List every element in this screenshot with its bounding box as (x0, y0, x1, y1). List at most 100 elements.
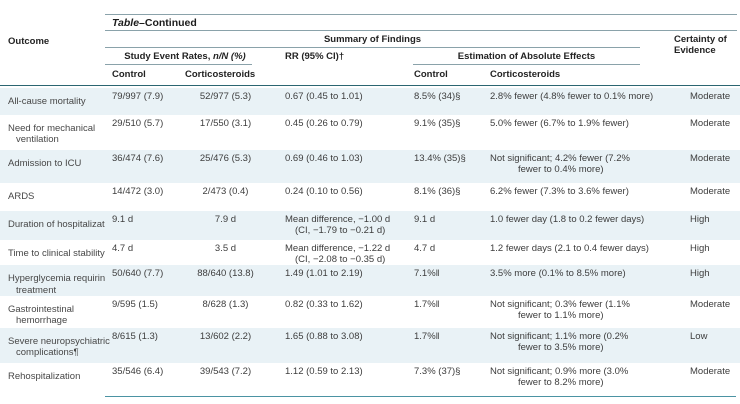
control-rate-cell: 79/997 (7.9) (112, 91, 164, 102)
cortico-rate-cell: 39/543 (7.2) (199, 365, 252, 377)
column-header-outcome: Outcome (8, 36, 50, 47)
column-header-rr: RR (95% CI)† (285, 51, 345, 62)
rr-cell: 0.82 (0.33 to 1.62) (285, 298, 363, 310)
outcome-cell: Need for mechanical ventilation (8, 123, 96, 146)
rr-cell: 0.24 (0.10 to 0.56) (285, 186, 363, 197)
control-rate-cell: 14/472 (3.0) (112, 186, 164, 197)
rr-cell: 1.49 (1.01 to 2.19) (285, 268, 363, 280)
certainty-cell: High (690, 243, 710, 254)
table-row: Need for mechanical ventilation 29/510 (… (0, 115, 740, 150)
subheader-event-corticosteroids: Corticosteroids (185, 69, 256, 80)
table-row: Time to clinical stability 4.7 d 3.5 d M… (0, 240, 740, 265)
table-bottom-rule (105, 395, 736, 397)
outcome-cell: Rehospitalization (8, 370, 81, 382)
column-group-summary-of-findings: Summary of Findings (323, 34, 422, 45)
cortico-absolute-cell: Not significant; 0.3% fewer (1.1% fewer … (490, 298, 630, 322)
control-absolute-cell: 7.3% (37)§ (414, 365, 461, 377)
subheader-event-control: Control (112, 69, 146, 80)
cortico-rate-cell: 2/473 (0.4) (202, 186, 249, 197)
column-group-event-rates: Study Event Rates, n/N (%) (105, 51, 265, 62)
column-header-certainty: Certainty of Evidence (674, 34, 727, 57)
certainty-cell: High (690, 214, 710, 225)
rr-cell: 0.67 (0.45 to 1.01) (285, 91, 363, 102)
cortico-rate-cell: 25/476 (5.3) (199, 153, 252, 164)
table-body: All-cause mortality 79/997 (7.9) 52/977 … (0, 88, 740, 397)
table-title-rest: –Continued (139, 17, 197, 29)
cortico-absolute-cell: Not significant; 4.2% fewer (7.2% fewer … (490, 153, 630, 176)
control-absolute-cell: 1.7%‖ (414, 298, 440, 310)
control-absolute-cell: 8.5% (34)§ (414, 91, 461, 102)
outcome-cell: Duration of hospitalizat (8, 219, 105, 230)
rr-cell: 1.12 (0.59 to 2.13) (285, 365, 363, 377)
table-row: ARDS 14/472 (3.0) 2/473 (0.4) 0.24 (0.10… (0, 183, 740, 211)
control-rate-cell: 9.1 d (112, 214, 134, 225)
outcome-cell: Severe neuropsychiatric complications¶ (8, 335, 110, 359)
table-row: Admission to ICU 36/474 (7.6) 25/476 (5.… (0, 150, 740, 183)
table-row: All-cause mortality 79/997 (7.9) 52/977 … (0, 88, 740, 115)
cortico-absolute-cell: 2.8% fewer (4.8% fewer to 0.1% more) (490, 91, 654, 102)
cortico-rate-cell: 8/628 (1.3) (202, 298, 249, 310)
control-absolute-cell: 8.1% (36)§ (414, 186, 461, 197)
outcome-cell: Gastrointestinal hemorrhage (8, 303, 75, 327)
rr-cell: Mean difference, −1.22 d (CI, −2.08 to −… (285, 243, 391, 266)
rr-cell: 0.45 (0.26 to 0.79) (285, 118, 363, 129)
cortico-rate-cell: 52/977 (5.3) (199, 91, 252, 102)
event-rates-rule (105, 64, 252, 65)
outcome-cell: Admission to ICU (8, 158, 82, 169)
certainty-cell: High (690, 268, 710, 280)
cortico-absolute-cell: 1.2 fewer days (2.1 to 0.4 fewer days) (490, 243, 649, 254)
outcome-cell: Time to clinical stability (8, 248, 105, 259)
table-row: Severe neuropsychiatric complications¶ 8… (0, 327, 740, 363)
control-absolute-cell: 9.1 d (414, 214, 436, 225)
cortico-rate-cell: 88/640 (13.8) (197, 268, 254, 280)
event-rates-label-italic: n/N (%) (212, 51, 246, 62)
cortico-absolute-cell: 3.5% more (0.1% to 8.5% more) (490, 268, 626, 280)
control-rate-cell: 29/510 (5.7) (112, 118, 164, 129)
table-row: Hyperglycemia requirin treatment 50/640 … (0, 265, 740, 296)
control-rate-cell: 9/595 (1.5) (112, 298, 158, 310)
certainty-cell: Moderate (690, 298, 731, 310)
certainty-cell: Moderate (690, 153, 731, 164)
cortico-rate-cell: 3.5 d (214, 243, 237, 254)
cortico-absolute-cell: 6.2% fewer (7.3% to 3.6% fewer) (490, 186, 629, 197)
certainty-cell: Moderate (690, 91, 731, 102)
outcome-cell: ARDS (8, 191, 35, 202)
title-rule (105, 30, 737, 31)
control-absolute-cell: 1.7%‖ (414, 330, 440, 342)
cortico-absolute-cell: Not significant; 0.9% more (3.0% fewer t… (490, 365, 629, 389)
control-absolute-cell: 4.7 d (414, 243, 436, 254)
top-rule (105, 14, 737, 15)
control-rate-cell: 36/474 (7.6) (112, 153, 164, 164)
rr-cell: 0.69 (0.46 to 1.03) (285, 153, 363, 164)
control-absolute-cell: 7.1%‖ (414, 268, 440, 280)
control-absolute-cell: 13.4% (35)§ (414, 153, 466, 164)
cortico-absolute-cell: 1.0 fewer day (1.8 to 0.2 fewer days) (490, 214, 645, 225)
table-row: Gastrointestinal hemorrhage 9/595 (1.5) … (0, 296, 740, 328)
certainty-cell: Moderate (690, 186, 731, 197)
certainty-cell: Low (690, 330, 708, 342)
subheader-absolute-control: Control (414, 69, 448, 80)
outcome-cell: All-cause mortality (8, 96, 86, 107)
control-rate-cell: 50/640 (7.7) (112, 268, 164, 280)
table-title-italic: Table (112, 17, 140, 29)
certainty-cell: Moderate (690, 365, 731, 377)
cortico-rate-cell: 13/602 (2.2) (199, 330, 252, 342)
column-group-absolute-effects: Estimation of Absolute Effects (457, 51, 596, 62)
cortico-rate-cell: 17/550 (3.1) (199, 118, 252, 129)
control-rate-cell: 35/546 (6.4) (112, 365, 164, 377)
control-rate-cell: 4.7 d (112, 243, 134, 254)
cortico-absolute-cell: 5.0% fewer (6.7% to 1.9% fewer) (490, 118, 629, 129)
certainty-cell: Moderate (690, 118, 731, 129)
table-title: Table–Continued (112, 17, 197, 29)
cortico-absolute-cell: Not significant; 1.1% more (0.2% fewer t… (490, 330, 629, 354)
control-absolute-cell: 9.1% (35)§ (414, 118, 461, 129)
table-row: Duration of hospitalizat 9.1 d 7.9 d Mea… (0, 211, 740, 240)
rr-cell: Mean difference, −1.00 d (CI, −1.79 to −… (285, 214, 391, 237)
rr-cell: 1.65 (0.88 to 3.08) (285, 330, 363, 342)
cortico-rate-cell: 7.9 d (214, 214, 237, 225)
outcome-cell: Hyperglycemia requirin treatment (8, 273, 106, 296)
summary-group-rule (105, 47, 640, 48)
table-row: Rehospitalization 35/546 (6.4) 39/543 (7… (0, 363, 740, 396)
subheader-absolute-corticosteroids: Corticosteroids (490, 69, 561, 80)
